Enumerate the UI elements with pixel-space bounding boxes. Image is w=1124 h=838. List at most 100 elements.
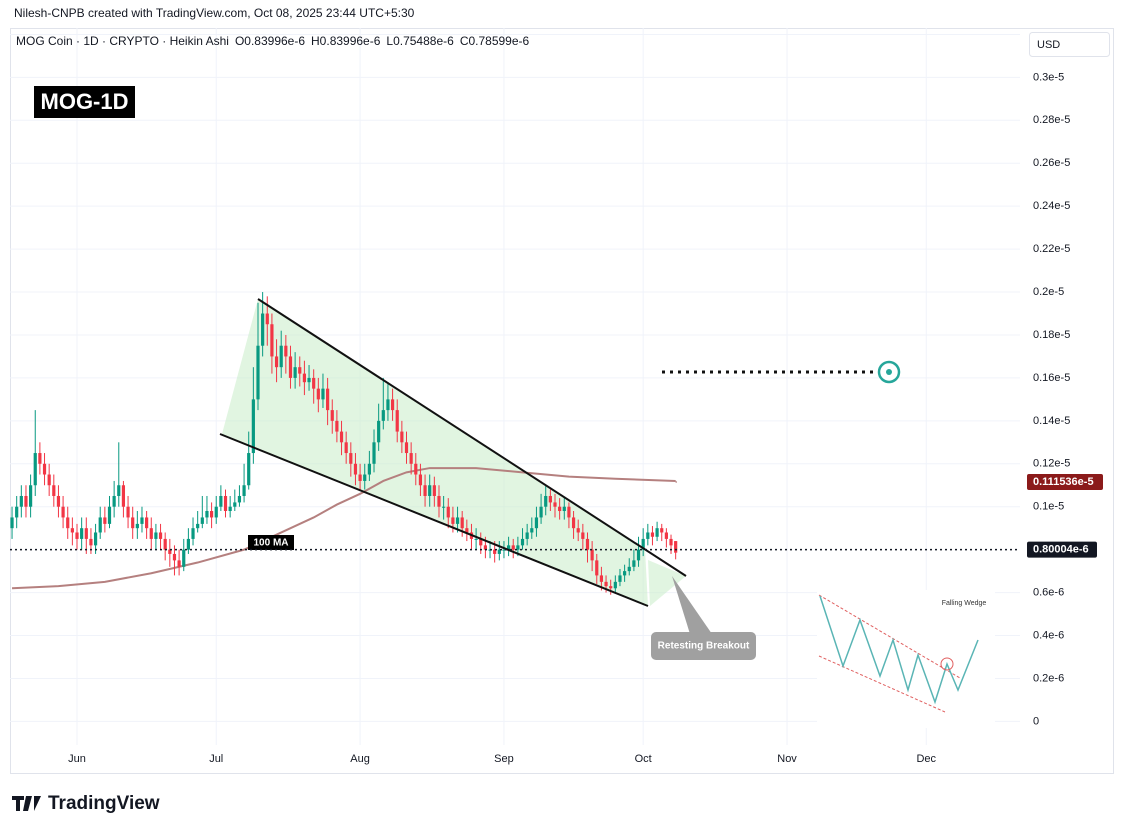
candle-body: [576, 528, 580, 533]
y-tick-label: 0.6e-6: [1033, 586, 1064, 598]
wedge-lower: [219, 433, 649, 607]
ohlc-value: O0.83996e-6: [235, 34, 305, 48]
candle-body: [149, 528, 153, 539]
currency-box[interactable]: [1029, 32, 1110, 57]
candle-body: [613, 581, 617, 589]
candle-body: [15, 506, 19, 518]
candle-body: [567, 506, 571, 518]
candle-body: [70, 528, 74, 533]
candle-body: [414, 463, 418, 475]
candle-body: [107, 506, 112, 524]
candle-body: [84, 528, 88, 539]
candle-body: [609, 586, 613, 589]
candle-body: [140, 517, 144, 524]
candle-body: [80, 528, 84, 539]
candle-body: [38, 453, 42, 464]
candle-body: [205, 511, 209, 518]
candle-body: [168, 549, 172, 554]
candle-body: [511, 545, 515, 550]
candle-body: [548, 495, 552, 503]
candle-body: [103, 517, 107, 524]
candle-body: [386, 399, 390, 411]
candle-body: [618, 575, 622, 582]
candle-body: [214, 506, 218, 518]
candle-body: [558, 506, 562, 512]
currency[interactable]: USD: [1037, 39, 1060, 51]
inset-circle: [940, 657, 954, 671]
candle-body: [29, 485, 33, 507]
candle-body: [581, 532, 585, 539]
candle-body: [363, 474, 367, 481]
y-tick-label: 0.2e-6: [1033, 672, 1064, 684]
candle-body: [599, 575, 604, 582]
candle-body: [455, 517, 460, 524]
ma-label-box: [248, 535, 294, 550]
candle-body: [228, 506, 232, 512]
candle-body: [321, 388, 325, 400]
candle-body: [126, 506, 130, 518]
candle-body: [571, 517, 576, 529]
y-tick-label: 0.1e-5: [1033, 501, 1064, 513]
candle-body: [474, 538, 478, 540]
candle-body: [483, 545, 487, 550]
candle-body: [377, 420, 381, 443]
candle-body: [636, 549, 641, 561]
candle-body: [293, 367, 297, 378]
y-tick-label: 0.24e-5: [1033, 200, 1070, 212]
candle-body: [520, 538, 525, 546]
candle-body: [539, 506, 543, 518]
ma-price-box: [1027, 473, 1103, 490]
candle-body: [330, 410, 334, 421]
candle-body: [641, 538, 645, 550]
candle-body: [530, 528, 534, 533]
candle-body: [655, 528, 659, 537]
candle-body: [251, 399, 255, 454]
candle-body: [247, 453, 251, 486]
candle-body: [312, 377, 316, 389]
candle-body: [585, 538, 590, 550]
candle-body: [47, 474, 51, 486]
candle-body: [10, 517, 14, 529]
candle-body: [256, 345, 260, 400]
last-price-label: 0.80004e-6: [1033, 544, 1089, 556]
candle-body: [646, 532, 650, 539]
candle-body: [186, 538, 190, 550]
axes: 0 0.2e-6 0.4e-6 0.6e-6 0.1e-5 0.12e-5 0.14e-5 0…: [68, 71, 1103, 765]
candle-body: [93, 532, 98, 546]
candle-body: [534, 517, 539, 529]
brand: TradingView: [48, 793, 160, 814]
candle-body: [428, 485, 432, 496]
candle-body: [525, 532, 529, 539]
candle-body: [367, 463, 371, 475]
candle-body: [664, 532, 668, 539]
candle-body: [117, 485, 121, 496]
inset-bg: [817, 590, 995, 728]
candle-body: [121, 485, 126, 507]
x-tick-label: Jun: [68, 753, 86, 765]
candle-body: [400, 431, 404, 443]
candle-body: [358, 474, 362, 481]
candle-body: [595, 560, 599, 576]
ohlc-value: L0.75488e-6: [386, 34, 454, 48]
candle-body: [56, 495, 61, 507]
y-tick-label: 0.2e-5: [1033, 286, 1064, 298]
candle-body: [432, 485, 436, 496]
candle-body: [497, 549, 501, 554]
candle-body: [493, 549, 497, 554]
callout-box: [651, 632, 756, 660]
candle-body: [154, 532, 158, 539]
candle-body: [395, 410, 399, 432]
candle-body: [423, 485, 427, 496]
candle-body: [660, 528, 664, 533]
candle-body: [131, 517, 135, 529]
candle-body: [650, 532, 655, 537]
wedge-fill-tip: [648, 560, 686, 606]
last-price-box: [1027, 541, 1097, 558]
candle-body: [112, 495, 116, 507]
candle-body: [42, 463, 47, 475]
x-tick-label: Dec: [916, 753, 936, 765]
candle-body: [562, 506, 566, 512]
candles: [10, 292, 678, 595]
candle-body: [237, 495, 242, 503]
